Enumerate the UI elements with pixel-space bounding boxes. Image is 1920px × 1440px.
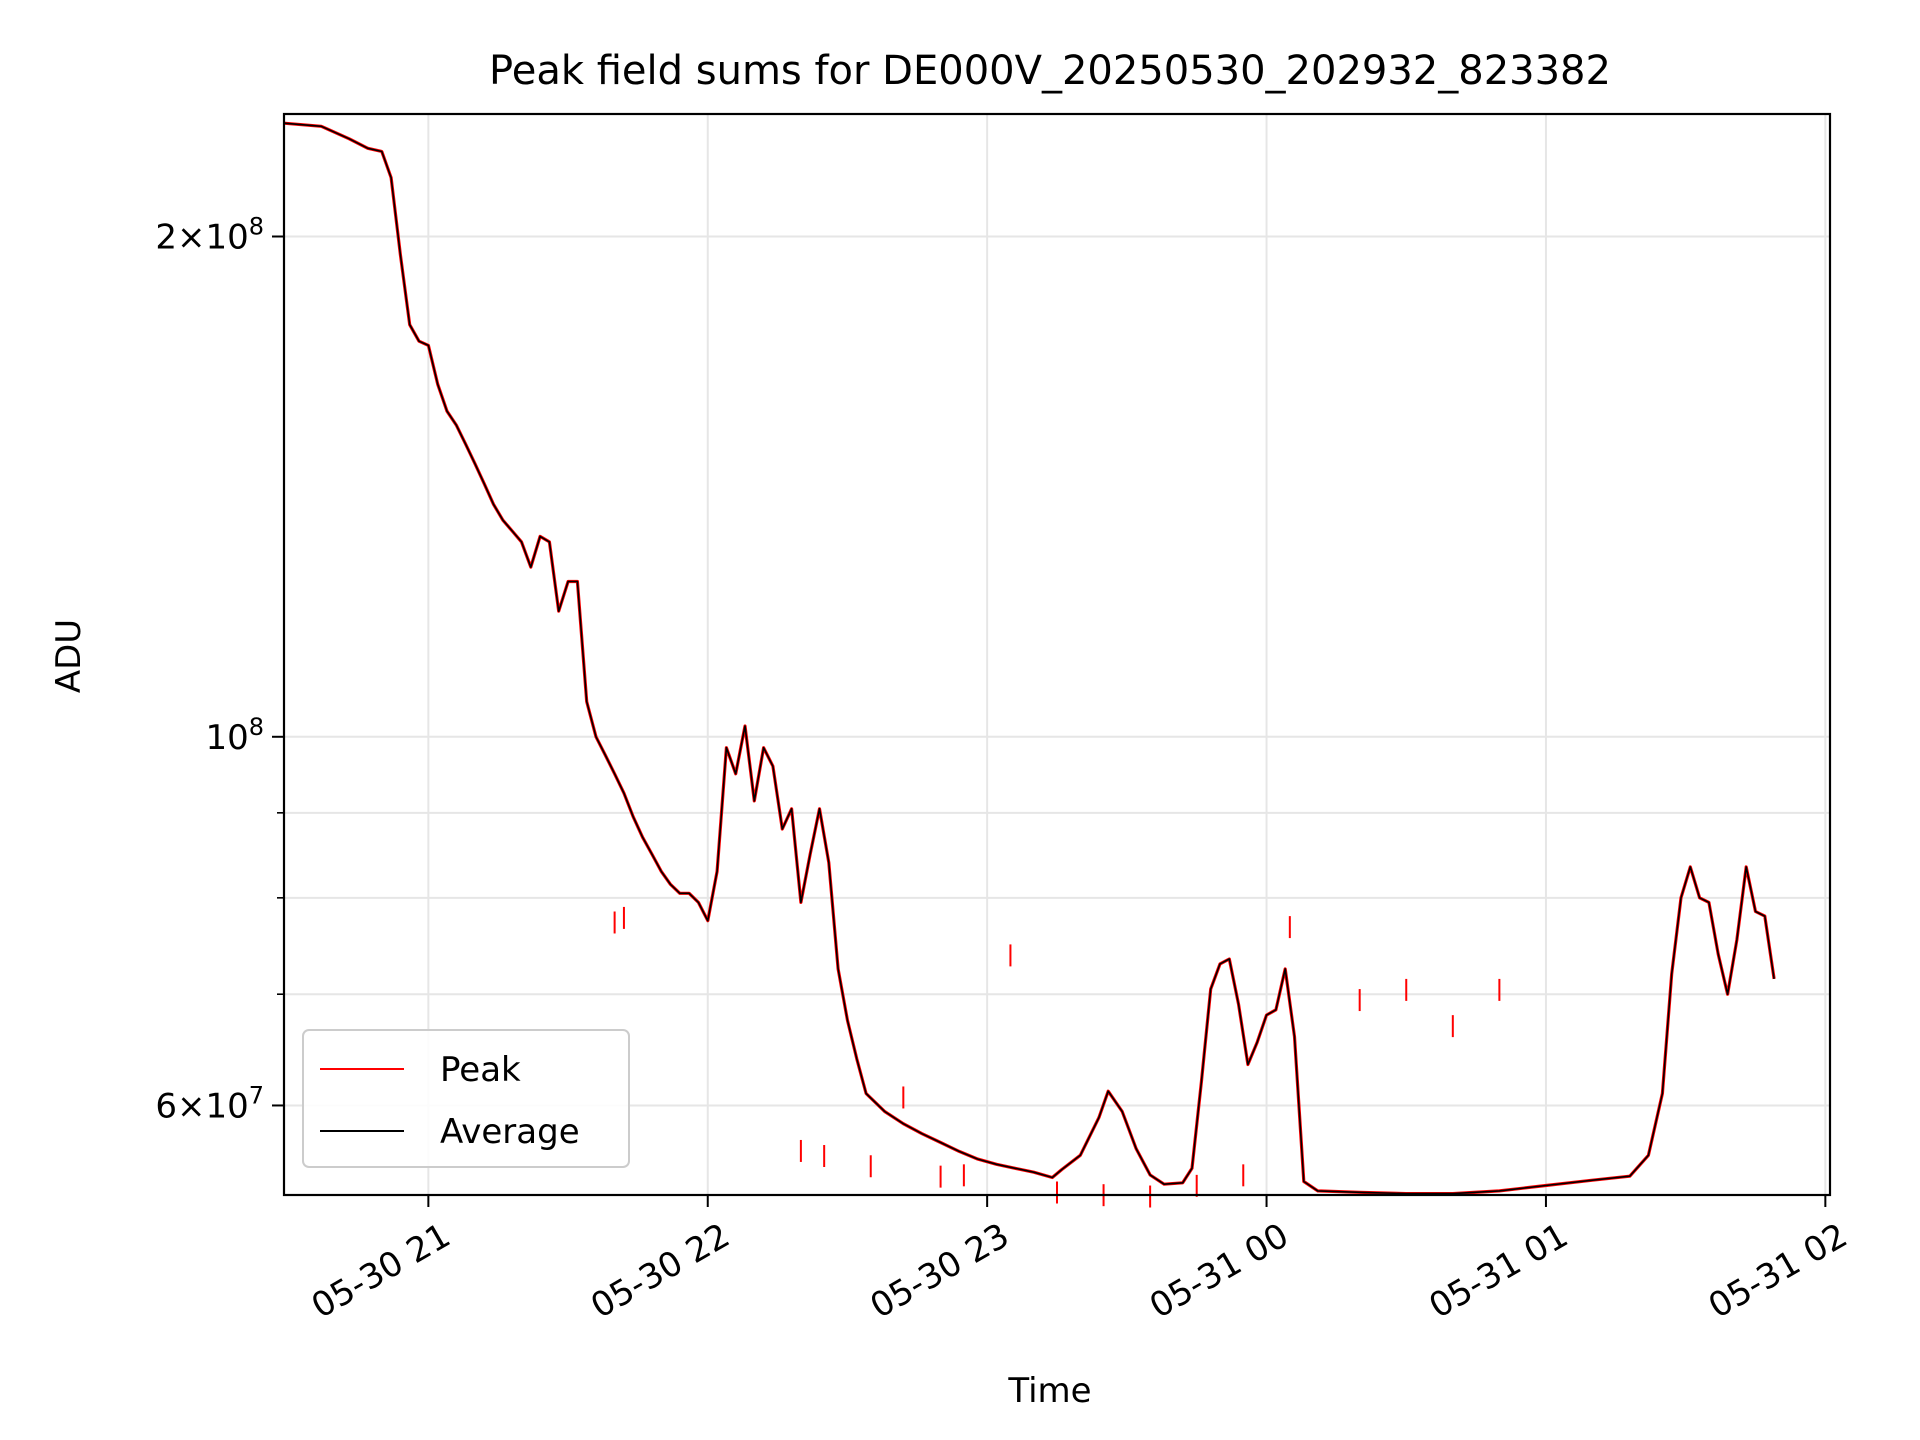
series-layer — [283, 121, 1776, 1208]
y-tick-label: 108 — [205, 713, 264, 758]
series-line-average — [283, 122, 1775, 1195]
y-tick-label: 2×108 — [155, 213, 264, 258]
x-axis-label: Time — [1007, 1371, 1091, 1411]
legend-box — [302, 1029, 630, 1168]
plot-frame — [282, 112, 1832, 1197]
legend-label-peak: Peak — [440, 1050, 521, 1090]
legend: Peak Average — [302, 1029, 630, 1168]
y-tick-label: 6×107 — [155, 1081, 264, 1126]
y-axis-label: ADU — [49, 619, 89, 693]
grid — [284, 114, 1830, 1195]
chart-title: Peak field sums for DE000V_20250530_2029… — [489, 48, 1611, 94]
legend-label-average: Average — [440, 1112, 580, 1152]
